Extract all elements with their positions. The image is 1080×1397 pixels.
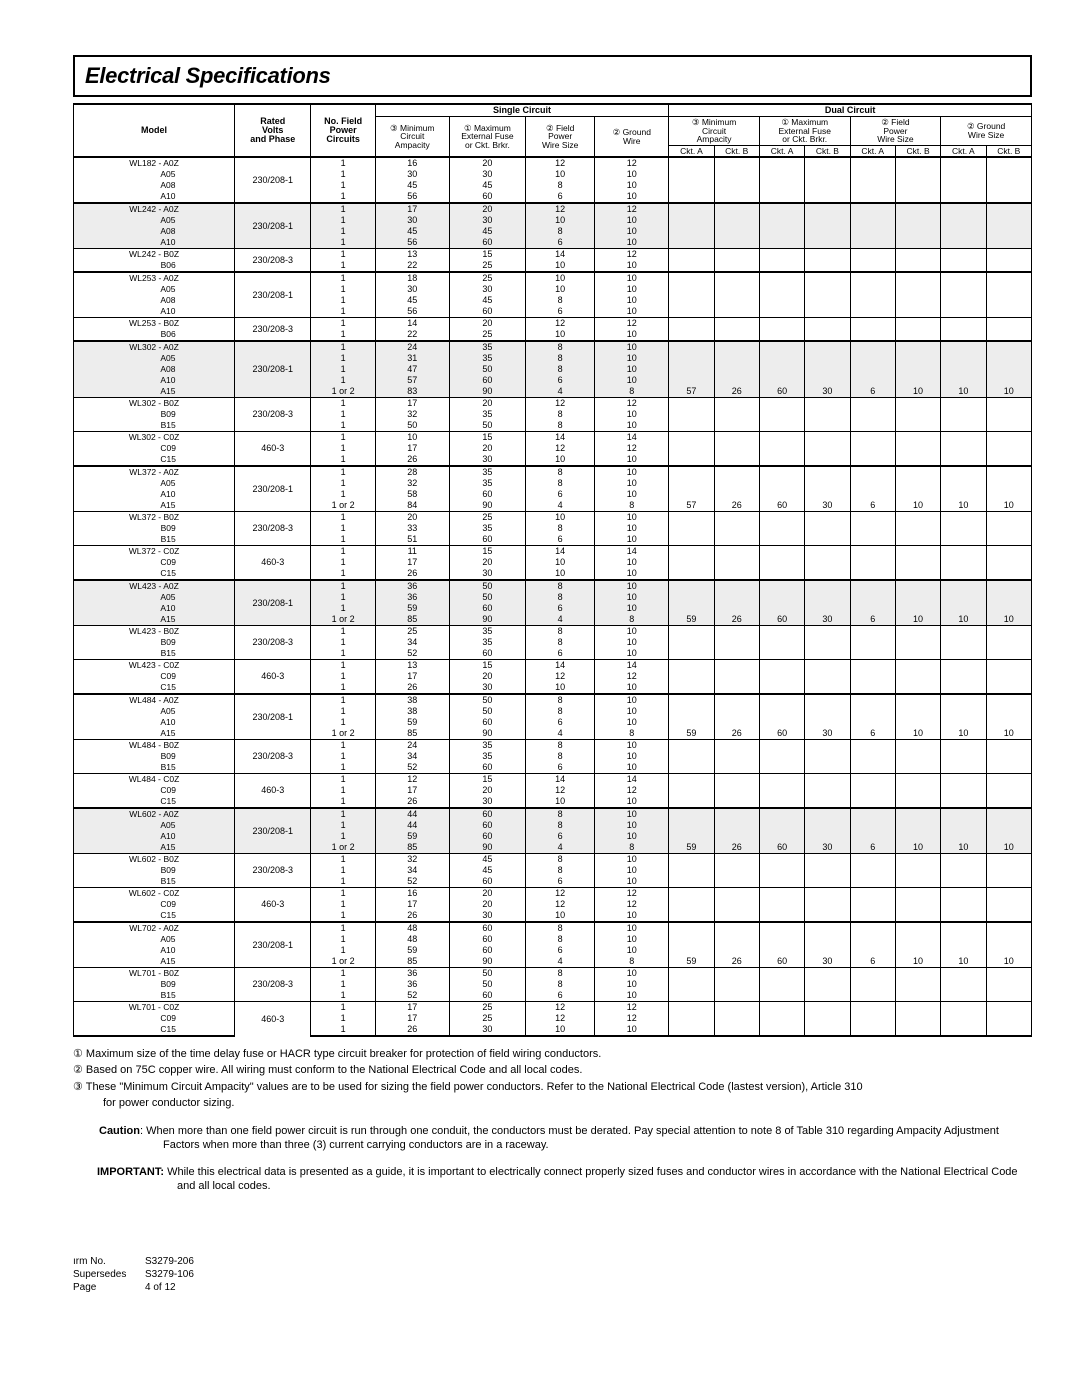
table-row: C15126301010 — [74, 682, 1032, 694]
title-box: Electrical Specifications — [73, 55, 1032, 97]
table-row: WL302 - C0Z460-3110151414 — [74, 432, 1032, 444]
hdr-np: No. FieldPowerCircuits — [311, 104, 375, 157]
table-row: C09117201212 — [74, 671, 1032, 682]
table-row: WL484 - A0Z230/208-113850810 — [74, 694, 1032, 706]
table-row: A0814545810 — [74, 180, 1032, 191]
table-row: C09117201212 — [74, 785, 1032, 796]
table-row: A05130301010 — [74, 284, 1032, 295]
table-row: B1515260610 — [74, 876, 1032, 888]
table-row: WL253 - A0Z230/208-1118251010 — [74, 272, 1032, 284]
table-row: WL423 - C0Z460-3113151414 — [74, 660, 1032, 672]
footer: ırm No.S3279-206 SupersedesS3279-106 Pag… — [73, 1255, 1032, 1294]
table-row: C15126301010 — [74, 1024, 1032, 1036]
note-1: ① Maximum size of the time delay fuse or… — [73, 1047, 1032, 1061]
table-row: B1515160610 — [74, 534, 1032, 546]
table-row: WL242 - B0Z230/208-3113151412 — [74, 249, 1032, 261]
table-row: A0814750810 — [74, 364, 1032, 375]
table-row: C09117201212 — [74, 899, 1032, 910]
table-row: C15126301010 — [74, 910, 1032, 922]
table-row: A05130301010 — [74, 215, 1032, 226]
table-row: A151 or 2849048572660306101010 — [74, 500, 1032, 512]
table-row: A151 or 2859048592660306101010 — [74, 956, 1032, 968]
table-row: A0514860810 — [74, 934, 1032, 945]
table-row: A1015660610 — [74, 237, 1032, 249]
note-2: ② Based on 75C copper wire. All wiring m… — [73, 1063, 1032, 1077]
caution: Caution: When more than one field power … — [73, 1124, 1032, 1153]
table-row: WL302 - A0Z230/208-112435810 — [74, 341, 1032, 353]
table-row: A1015860610 — [74, 489, 1032, 500]
table-row: B0913445810 — [74, 865, 1032, 876]
table-row: B1515260610 — [74, 762, 1032, 774]
table-row: A151 or 2859048592660306101010 — [74, 728, 1032, 740]
table-row: A0513235810 — [74, 478, 1032, 489]
table-row: WL423 - A0Z230/208-113650810 — [74, 580, 1032, 592]
table-row: C15126301010 — [74, 568, 1032, 580]
table-row: A1015760610 — [74, 375, 1032, 386]
table-row: A1015960610 — [74, 945, 1032, 956]
table-row: WL302 - B0Z230/208-3117201212 — [74, 398, 1032, 410]
table-row: A1015660610 — [74, 306, 1032, 318]
table-row: A0514460810 — [74, 820, 1032, 831]
table-row: A0814545810 — [74, 226, 1032, 237]
table-row: B0913335810 — [74, 523, 1032, 534]
table-row: WL484 - B0Z230/208-312435810 — [74, 740, 1032, 752]
table-row: A05130301010 — [74, 169, 1032, 180]
table-row: B1515260610 — [74, 990, 1032, 1002]
table-row: C09117251212 — [74, 1013, 1032, 1024]
table-row: WL701 - B0Z230/208-313650810 — [74, 968, 1032, 980]
table-row: A0814545810 — [74, 295, 1032, 306]
note-3: ③ These "Minimum Circuit Ampacity" value… — [73, 1080, 1032, 1094]
table-row: WL372 - C0Z460-3111151414 — [74, 546, 1032, 558]
table-row: B06122251010 — [74, 329, 1032, 341]
table-row: A0513135810 — [74, 353, 1032, 364]
notes-block: ① Maximum size of the time delay fuse or… — [73, 1047, 1032, 1193]
hdr-single: Single Circuit — [375, 104, 668, 117]
table-row: WL423 - B0Z230/208-312535810 — [74, 626, 1032, 638]
table-row: WL182 - A0Z230/208-1116201212 — [74, 157, 1032, 169]
table-row: A151 or 2859048592660306101010 — [74, 614, 1032, 626]
note-3-cont: for power conductor sizing. — [73, 1096, 1032, 1110]
table-row: C15126301010 — [74, 454, 1032, 466]
table-row: WL602 - B0Z230/208-313245810 — [74, 854, 1032, 866]
table-row: B0913235810 — [74, 409, 1032, 420]
table-row: B0913435810 — [74, 637, 1032, 648]
page-title: Electrical Specifications — [85, 63, 1020, 89]
hdr-rated: RatedVoltsand Phase — [235, 104, 311, 157]
table-row: A1015960610 — [74, 831, 1032, 842]
table-row: B06122251010 — [74, 260, 1032, 272]
hdr-model: Model — [74, 104, 235, 157]
table-row: A0513850810 — [74, 706, 1032, 717]
table-row: WL484 - C0Z460-3112151414 — [74, 774, 1032, 786]
table-row: A151 or 2859048592660306101010 — [74, 842, 1032, 854]
important: IMPORTANT: While this electrical data is… — [73, 1165, 1032, 1194]
table-row: WL372 - A0Z230/208-112835810 — [74, 466, 1032, 478]
table-row: B0913650810 — [74, 979, 1032, 990]
table-row: C15126301010 — [74, 796, 1032, 808]
table-row: C09117201212 — [74, 443, 1032, 454]
table-row: WL602 - A0Z230/208-114460810 — [74, 808, 1032, 820]
table-row: A0513650810 — [74, 592, 1032, 603]
table-row: B0913435810 — [74, 751, 1032, 762]
spec-table: Model RatedVoltsand Phase No. FieldPower… — [73, 103, 1032, 1037]
table-row: A151 or 2839048572660306101010 — [74, 386, 1032, 398]
table-row: WL372 - B0Z230/208-3120251010 — [74, 512, 1032, 524]
table-row: A1015660610 — [74, 191, 1032, 203]
table-row: B1515050810 — [74, 420, 1032, 432]
table-row: C09117201010 — [74, 557, 1032, 568]
table-row: WL701 - C0Z460-3117251212 — [74, 1002, 1032, 1014]
table-row: WL253 - B0Z230/208-3114201212 — [74, 318, 1032, 330]
table-row: WL242 - A0Z230/208-1117201212 — [74, 203, 1032, 215]
hdr-dual: Dual Circuit — [669, 104, 1032, 117]
table-row: A1015960610 — [74, 603, 1032, 614]
table-row: B1515260610 — [74, 648, 1032, 660]
table-row: A1015960610 — [74, 717, 1032, 728]
table-row: WL702 - A0Z230/208-114860810 — [74, 922, 1032, 934]
table-row: WL602 - C0Z460-3116201212 — [74, 888, 1032, 900]
